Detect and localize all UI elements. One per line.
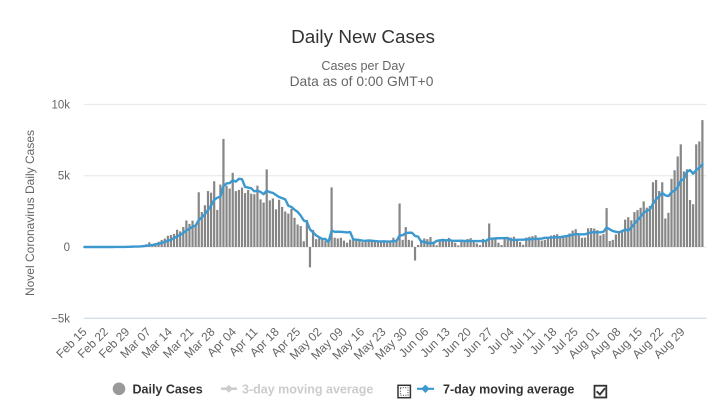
svg-text:7-day moving average: 7-day moving average — [443, 383, 574, 397]
svg-text:Cases per Day: Cases per Day — [321, 59, 405, 73]
svg-text:10k: 10k — [51, 99, 70, 111]
svg-text:Daily New Cases: Daily New Cases — [291, 27, 435, 48]
svg-text:Daily Cases: Daily Cases — [133, 383, 203, 397]
svg-text:5k: 5k — [58, 171, 70, 183]
svg-text:0: 0 — [64, 242, 70, 254]
svg-text:Data as of 0:00 GMT+0: Data as of 0:00 GMT+0 — [290, 74, 434, 89]
svg-text:−5k: −5k — [51, 313, 70, 325]
svg-text:Novel Coronavirus Daily Cases: Novel Coronavirus Daily Cases — [23, 130, 37, 296]
svg-text:3-day moving average: 3-day moving average — [242, 383, 373, 397]
